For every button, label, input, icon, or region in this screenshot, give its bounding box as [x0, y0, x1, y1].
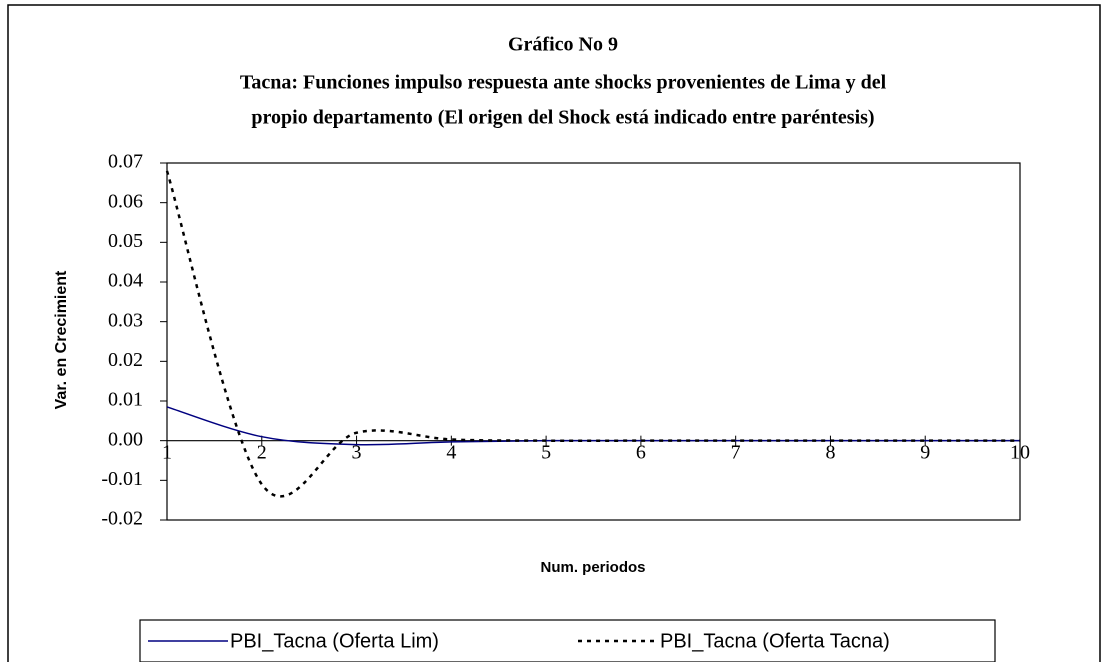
chart-subtitle: propio departamento (El origen del Shock…: [251, 107, 874, 129]
y-tick-label: 0.07: [108, 151, 143, 173]
legend-label: PBI_Tacna (Oferta Lim): [230, 630, 439, 652]
y-tick-label: 0.06: [108, 190, 143, 212]
legend: [139, 619, 996, 662]
x-tick-label: 1: [162, 441, 172, 463]
x-tick-label: 9: [920, 441, 930, 463]
x-axis-label: Num. periodos: [540, 559, 645, 576]
x-tick-label: 5: [541, 441, 551, 463]
y-tick-label: 0.05: [108, 230, 143, 252]
chart-title: Gráfico No 9: [508, 34, 618, 56]
plot-area: [166, 162, 1021, 521]
series-line: [166, 406, 1020, 446]
y-tick-label: 0.04: [108, 270, 143, 292]
x-tick-label: 4: [446, 441, 456, 463]
x-tick-label: 10: [1010, 441, 1030, 463]
x-tick-label: 8: [825, 441, 835, 463]
chart-border: [7, 4, 1101, 662]
x-tick-label: 6: [636, 441, 646, 463]
y-axis-label: Var. en Crecimient: [53, 270, 70, 409]
x-tick-label: 3: [352, 441, 362, 463]
x-tick-label: 2: [257, 441, 267, 463]
y-tick-label: 0.03: [108, 309, 143, 331]
chart-subtitle: Tacna: Funciones impulso respuesta ante …: [240, 72, 887, 94]
y-tick-label: 0.01: [108, 389, 143, 411]
y-tick-label: 0.02: [108, 349, 143, 371]
series-line: [165, 170, 1020, 498]
legend-label: PBI_Tacna (Oferta Tacna): [660, 630, 890, 652]
x-tick-label: 7: [731, 441, 741, 463]
y-tick-label: -0.01: [101, 468, 143, 490]
y-tick-label: 0.00: [108, 428, 143, 450]
y-tick-label: -0.02: [101, 508, 143, 530]
